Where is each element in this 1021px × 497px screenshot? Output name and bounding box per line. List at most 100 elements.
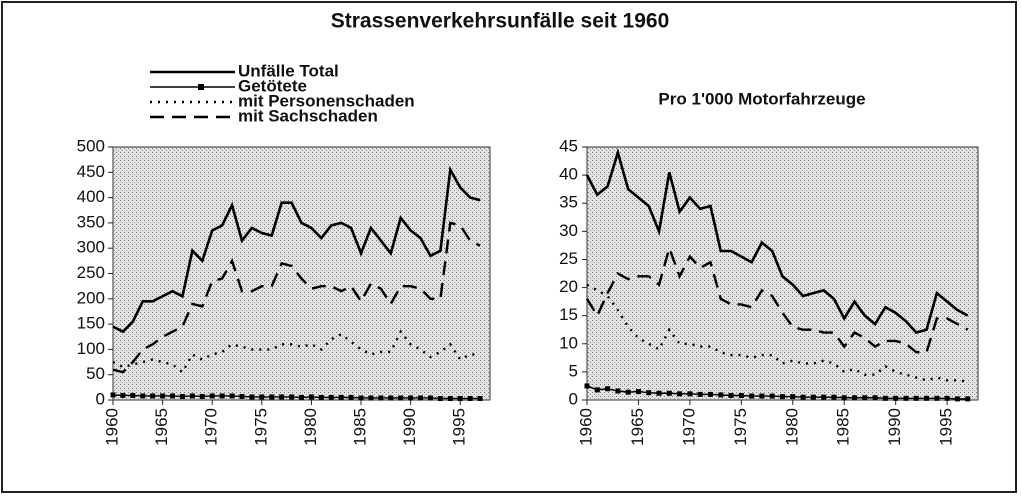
series-marker bbox=[584, 383, 590, 389]
series-marker bbox=[913, 395, 919, 401]
series-marker bbox=[965, 396, 971, 402]
chart-subtitle: Pro 1'000 Motorfahrzeuge bbox=[658, 89, 865, 108]
x-tick-label: 1965 bbox=[628, 408, 647, 446]
series-marker bbox=[749, 393, 755, 399]
y-tick-label: 25 bbox=[559, 249, 578, 268]
legend-label: mit Sachschaden bbox=[238, 106, 378, 125]
x-tick-label: 1975 bbox=[731, 408, 750, 446]
series-marker bbox=[605, 386, 611, 392]
series-marker bbox=[160, 393, 166, 399]
series-marker bbox=[308, 394, 314, 400]
y-tick-label: 100 bbox=[77, 339, 105, 358]
y-tick-label: 0 bbox=[569, 389, 578, 408]
series-marker bbox=[903, 395, 909, 401]
series-marker bbox=[810, 394, 816, 400]
series-marker bbox=[924, 395, 930, 401]
series-marker bbox=[615, 388, 621, 394]
y-tick-label: 300 bbox=[77, 238, 105, 257]
series-marker bbox=[841, 395, 847, 401]
legend-marker bbox=[198, 84, 204, 90]
series-marker bbox=[769, 393, 775, 399]
x-tick-label: 1975 bbox=[251, 408, 270, 446]
y-tick-label: 30 bbox=[559, 221, 578, 240]
y-tick-label: 450 bbox=[77, 162, 105, 181]
series-line bbox=[585, 244, 969, 354]
series-marker bbox=[437, 395, 443, 401]
series-marker bbox=[408, 395, 414, 401]
series-line bbox=[586, 283, 968, 383]
series-marker bbox=[697, 391, 703, 397]
y-tick-label: 40 bbox=[559, 165, 578, 184]
series-marker bbox=[289, 394, 295, 400]
series-marker bbox=[635, 389, 641, 395]
series-marker bbox=[872, 395, 878, 401]
legend-label: Unfälle Total bbox=[238, 61, 339, 80]
y-tick-label: 15 bbox=[559, 305, 578, 324]
x-tick-label: 1990 bbox=[400, 408, 419, 446]
series-marker bbox=[862, 395, 868, 401]
series-marker bbox=[368, 395, 374, 401]
y-tick-label: 500 bbox=[77, 136, 105, 155]
series-marker bbox=[954, 396, 960, 402]
series-marker bbox=[170, 393, 176, 399]
series-marker bbox=[219, 393, 225, 399]
series-marker bbox=[110, 392, 116, 398]
series-marker bbox=[418, 395, 424, 401]
x-tick-label: 1995 bbox=[450, 408, 469, 446]
series-marker bbox=[625, 389, 631, 395]
series-marker bbox=[398, 395, 404, 401]
legend-label: Getötete bbox=[238, 76, 307, 95]
y-tick-label: 45 bbox=[559, 136, 578, 155]
x-tick-label: 1970 bbox=[679, 408, 698, 446]
x-tick-label: 1970 bbox=[202, 408, 221, 446]
y-tick-label: 200 bbox=[77, 288, 105, 307]
series-marker bbox=[279, 394, 285, 400]
y-tick-label: 35 bbox=[559, 193, 578, 212]
series-marker bbox=[457, 395, 463, 401]
y-tick-label: 5 bbox=[569, 361, 578, 380]
series-marker bbox=[800, 394, 806, 400]
series-marker bbox=[821, 394, 827, 400]
series-marker bbox=[666, 390, 672, 396]
series-line bbox=[112, 221, 481, 374]
plot-area bbox=[112, 146, 491, 401]
series-marker bbox=[707, 391, 713, 397]
series-marker bbox=[239, 393, 245, 399]
series-marker bbox=[209, 393, 215, 399]
series-marker bbox=[318, 394, 324, 400]
y-tick-label: 400 bbox=[77, 187, 105, 206]
series-marker bbox=[893, 395, 899, 401]
x-tick-label: 1960 bbox=[576, 408, 595, 446]
series-marker bbox=[348, 394, 354, 400]
series-marker bbox=[780, 394, 785, 400]
series-marker bbox=[120, 392, 126, 398]
series-marker bbox=[882, 395, 888, 401]
y-tick-label: 150 bbox=[77, 314, 105, 333]
legend-label: mit Personenschaden bbox=[238, 91, 415, 110]
series-marker bbox=[594, 387, 600, 393]
series-marker bbox=[934, 395, 940, 401]
series-marker bbox=[259, 394, 265, 400]
series-marker bbox=[728, 393, 734, 399]
series-marker bbox=[269, 394, 275, 400]
series-marker bbox=[759, 393, 765, 399]
series-marker bbox=[199, 393, 205, 399]
y-tick-label: 50 bbox=[86, 364, 105, 383]
y-tick-label: 250 bbox=[77, 263, 105, 282]
series-marker bbox=[150, 393, 156, 399]
x-tick-label: 1980 bbox=[782, 408, 801, 446]
x-tick-label: 1980 bbox=[301, 408, 320, 446]
x-tick-label: 1965 bbox=[152, 408, 171, 446]
series-marker bbox=[189, 393, 195, 399]
series-marker bbox=[687, 391, 693, 397]
series-marker bbox=[130, 392, 136, 398]
series-marker bbox=[179, 393, 185, 399]
series-marker bbox=[299, 394, 304, 400]
x-tick-label: 1990 bbox=[885, 408, 904, 446]
series-marker bbox=[852, 395, 858, 401]
x-tick-label: 1985 bbox=[351, 408, 370, 446]
x-tick-label: 1995 bbox=[937, 408, 956, 446]
series-marker bbox=[738, 393, 744, 399]
series-marker bbox=[140, 393, 146, 399]
